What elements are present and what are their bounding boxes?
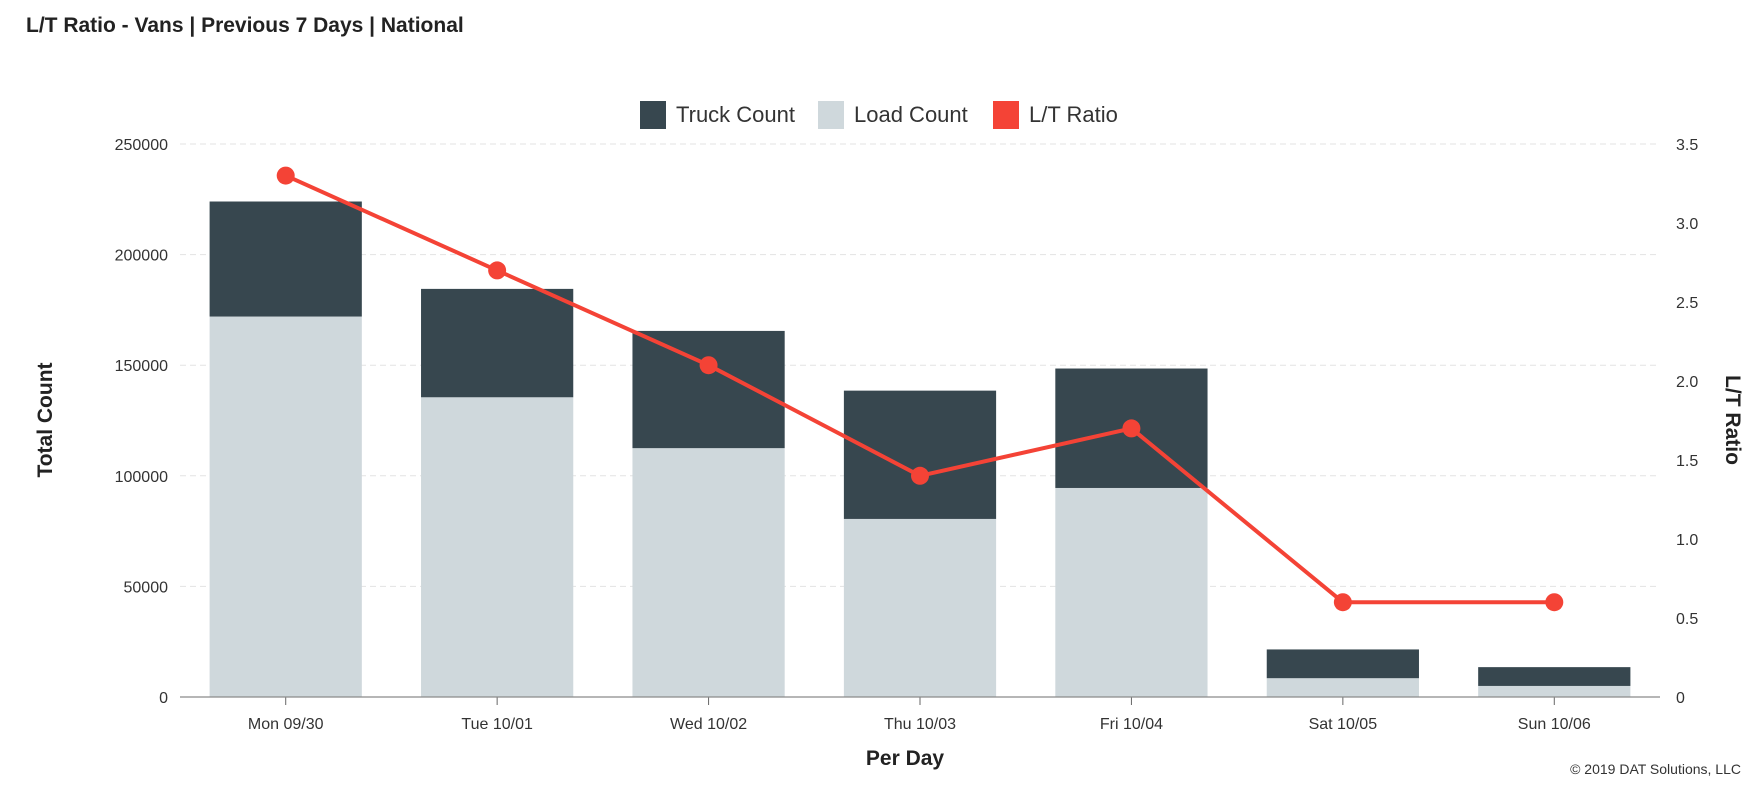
x-tick-label: Fri 10/04: [1100, 716, 1163, 733]
y-right-tick-label: 1.5: [1676, 453, 1698, 470]
bar-load-count: [421, 397, 574, 697]
x-axis-title: Per Day: [866, 747, 945, 770]
y-tick-label: 0: [159, 690, 168, 707]
bar-truck-count: [632, 330, 785, 449]
y-axis-title-right: L/T Ratio: [1721, 375, 1744, 465]
x-tick-label: Tue 10/01: [461, 716, 533, 733]
bar-truck-count: [1266, 649, 1419, 679]
legend-label: Truck Count: [676, 102, 795, 127]
y-tick-label: 200000: [115, 248, 168, 265]
y-right-tick-label: 2.5: [1676, 295, 1698, 312]
axes: 0 50000 100000 150000 200000 250000 0 0.5 1.0 1.5…: [115, 137, 1699, 733]
bar-load-count: [1478, 685, 1631, 697]
y-right-tick-label: 3.5: [1676, 137, 1698, 154]
x-tick-label: Thu 10/03: [884, 716, 956, 733]
ratio-line: [276, 166, 1564, 612]
ratio-point: [1545, 593, 1564, 612]
x-tick-label: Sat 10/05: [1309, 716, 1378, 733]
y-tick-label: 100000: [115, 469, 168, 486]
y-tick-label: 250000: [115, 137, 168, 154]
legend-swatch: [993, 101, 1019, 129]
bar-truck-count: [209, 201, 362, 317]
chart-title: L/T Ratio - Vans | Previous 7 Days | Nat…: [26, 14, 464, 37]
ratio-point: [1333, 593, 1352, 612]
x-tick-label: Mon 09/30: [248, 716, 324, 733]
bar-load-count: [843, 518, 997, 697]
y-axis-title: Total Count: [34, 362, 57, 477]
bar-load-count: [1055, 487, 1208, 697]
bars: [209, 201, 1631, 697]
bar-truck-count: [843, 390, 997, 519]
y-right-tick-label: 2.0: [1676, 374, 1698, 391]
ratio-point: [911, 466, 929, 485]
bar-load-count: [209, 316, 362, 697]
y-tick-label: 150000: [115, 358, 168, 375]
bar-truck-count: [421, 288, 574, 398]
ratio-point: [276, 166, 295, 185]
y-right-tick-label: 0.5: [1676, 611, 1698, 628]
legend-swatch: [818, 101, 844, 129]
y-right-tick-label: 0: [1676, 690, 1685, 707]
x-tick-label: Wed 10/02: [670, 716, 747, 733]
legend-label: Load Count: [854, 102, 968, 127]
ratio-point: [488, 261, 507, 280]
y-right-tick-label: 1.0: [1676, 532, 1698, 549]
x-tick-label: Sun 10/06: [1518, 716, 1591, 733]
legend-swatch: [640, 101, 666, 129]
y-right-tick-label: 3.0: [1676, 216, 1698, 233]
y-tick-label: 50000: [124, 579, 169, 596]
legend-label: L/T Ratio: [1029, 102, 1118, 127]
bar-load-count: [1266, 678, 1419, 697]
ratio-point: [1122, 419, 1141, 438]
credit-text: © 2019 DAT Solutions, LLC: [1570, 761, 1741, 777]
bar-truck-count: [1478, 667, 1631, 686]
ratio-point: [699, 356, 718, 375]
bar-load-count: [632, 448, 785, 697]
legend: Truck Count Load Count L/T Ratio: [640, 101, 1118, 129]
